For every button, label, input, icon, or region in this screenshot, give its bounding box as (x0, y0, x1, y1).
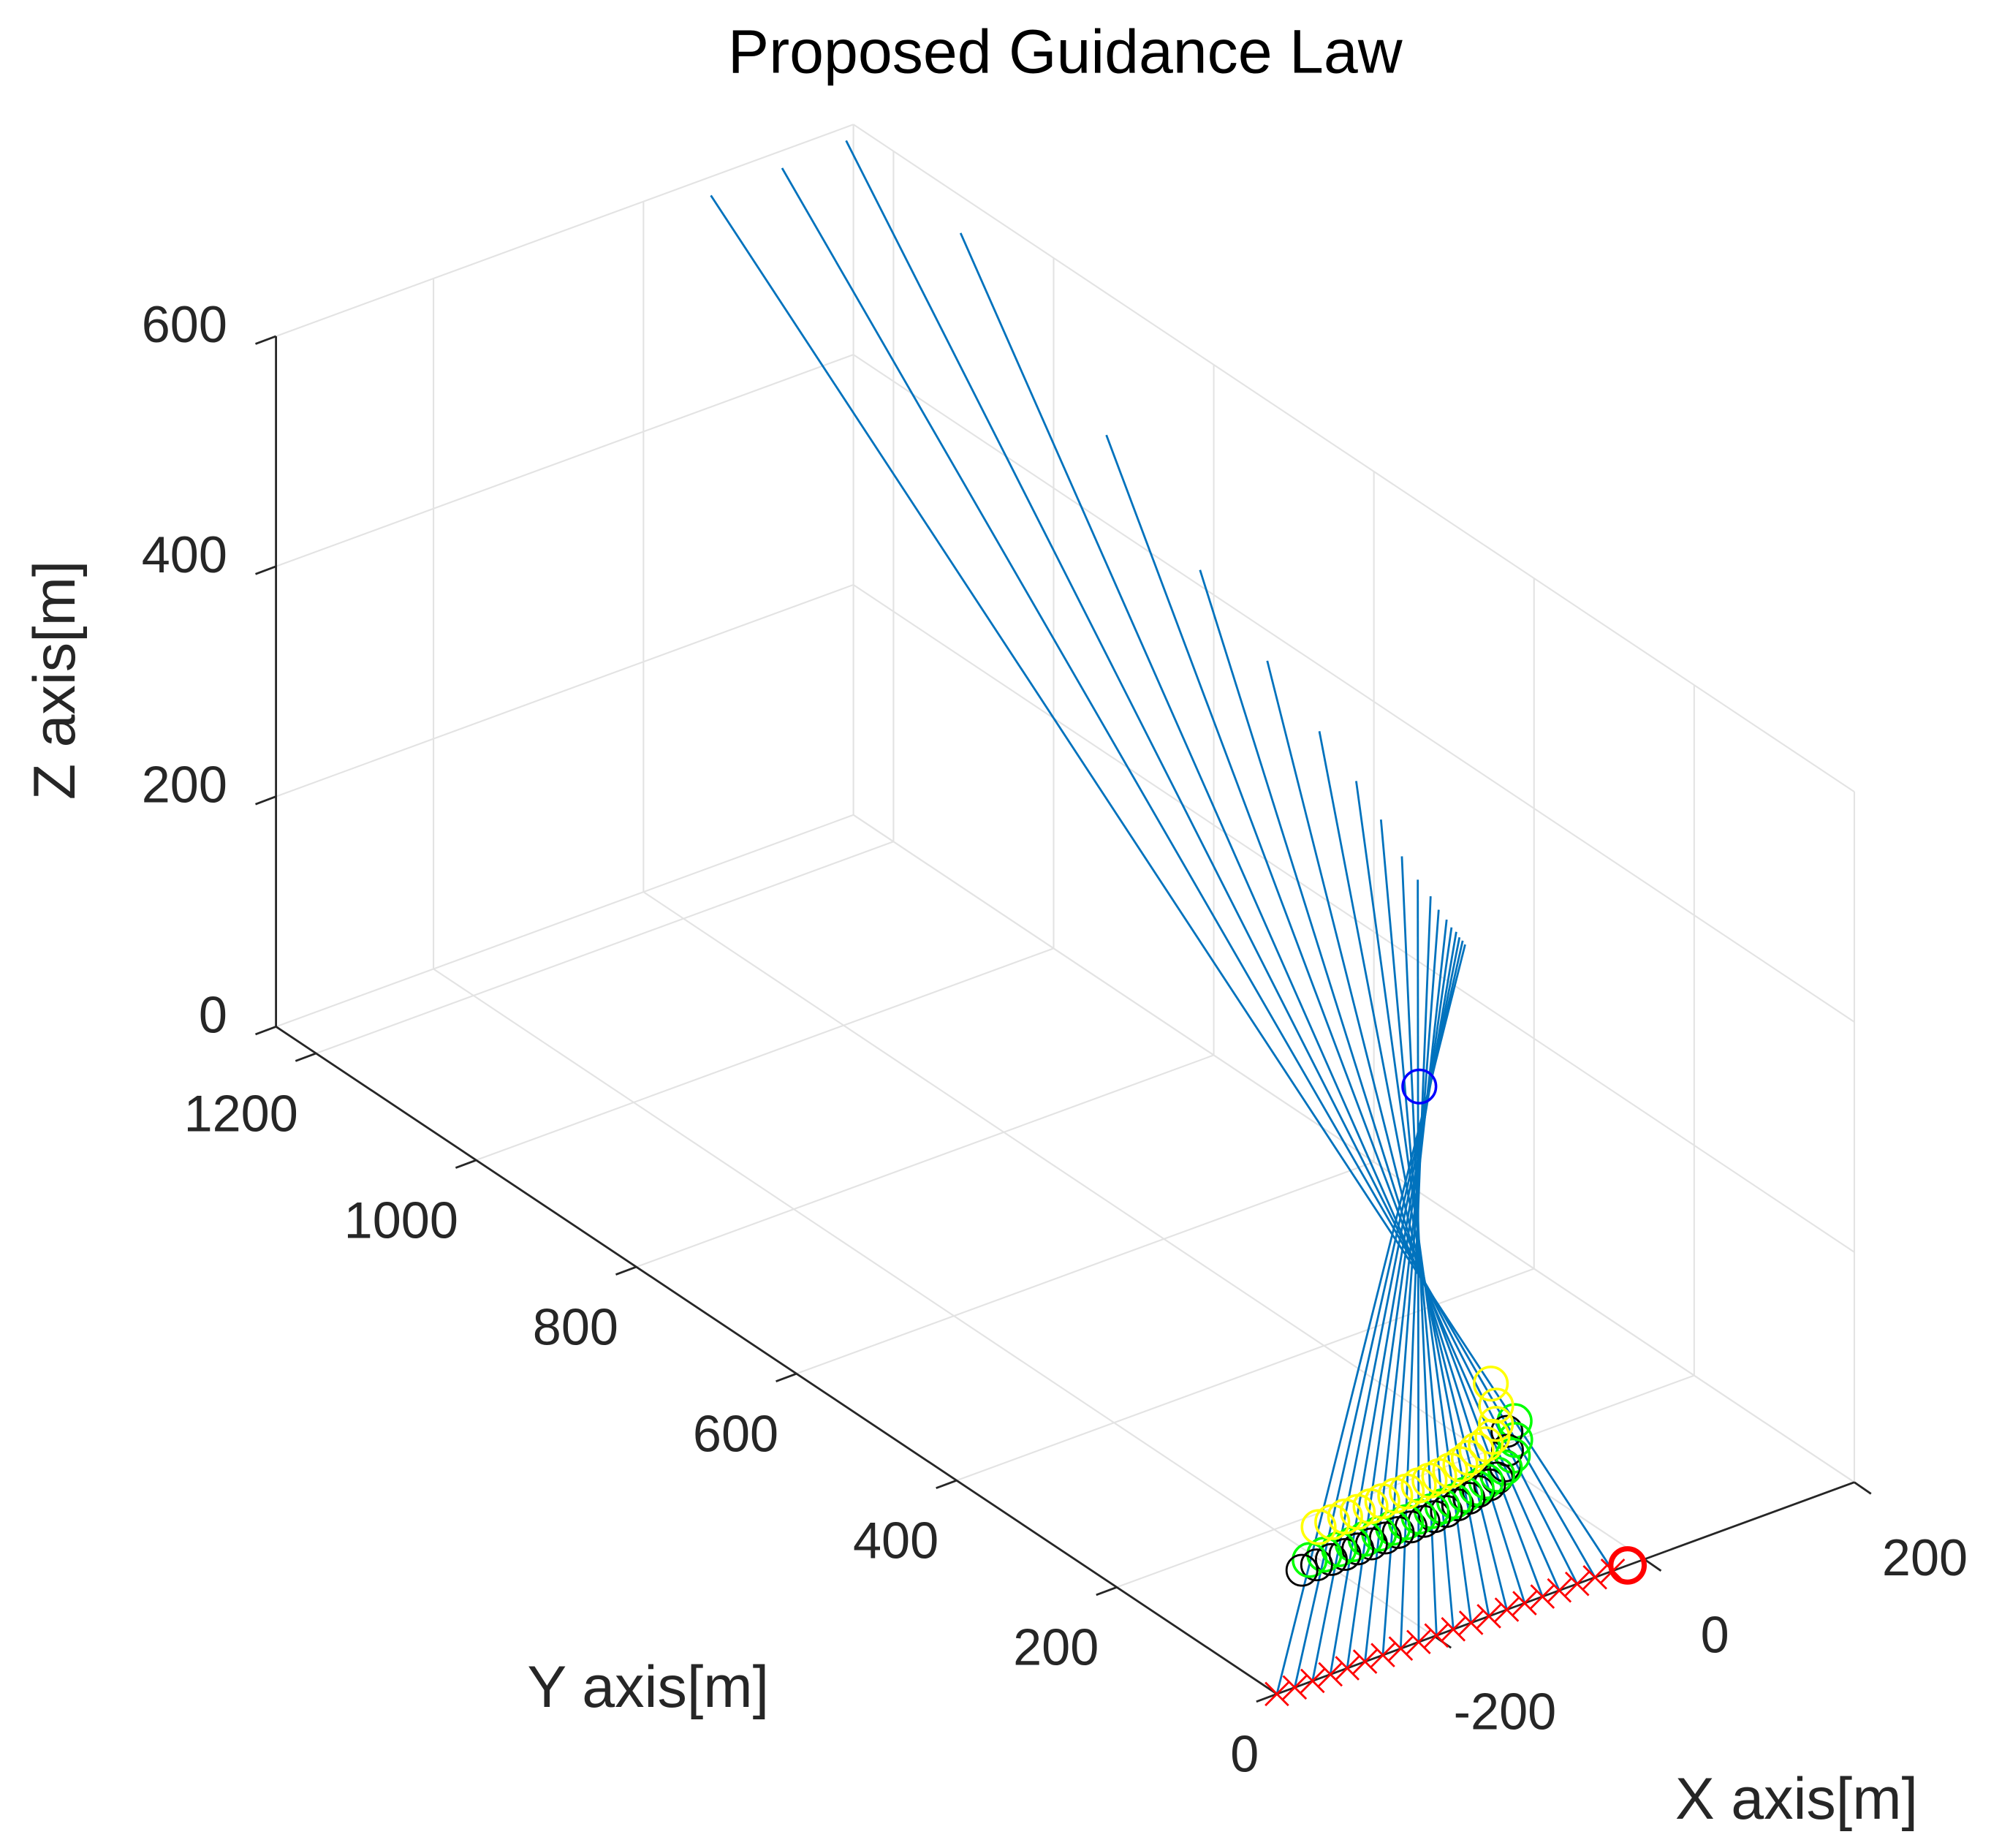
end-marker (1564, 1571, 1590, 1597)
grid-line (636, 1054, 1214, 1268)
z-tick (255, 1026, 277, 1036)
point-marker (1450, 1439, 1487, 1476)
grid-line (316, 841, 894, 1054)
end-marker (1530, 1584, 1555, 1609)
x-tick-label: 200 (1882, 1529, 1968, 1586)
y-tick (1256, 1693, 1278, 1703)
end-marker (1547, 1578, 1572, 1603)
chart-title: Proposed Guidance Law (728, 18, 1403, 86)
y-tick (615, 1265, 637, 1276)
y-tick-label: 800 (533, 1298, 618, 1355)
trajectory (1318, 731, 1490, 1617)
end-marker (1424, 1623, 1449, 1648)
x-tick (1643, 1558, 1662, 1572)
grid-line (853, 124, 1855, 793)
x-axis-label: X axis[m] (1675, 1766, 1918, 1832)
z-tick-label: 0 (199, 985, 227, 1043)
end-marker (1318, 1662, 1343, 1687)
end-marker (1300, 1668, 1325, 1694)
y-tick (295, 1052, 316, 1062)
grid-line (853, 354, 1855, 1023)
end-marker (1441, 1617, 1466, 1642)
trajectory (710, 194, 1614, 1572)
grid-line (276, 354, 854, 567)
grid-line (642, 891, 1645, 1560)
y-tick-label: 1200 (184, 1084, 298, 1142)
end-marker (1388, 1636, 1414, 1661)
y-axis-label: Y axis[m] (527, 1654, 769, 1720)
end-marker (1512, 1591, 1537, 1616)
grid (276, 124, 1855, 1695)
y-tick-label: 0 (1230, 1725, 1259, 1783)
y-tick (936, 1479, 958, 1490)
point-marker (1328, 1537, 1362, 1571)
end-marker (1370, 1643, 1395, 1667)
point-marker (1314, 1542, 1348, 1576)
x-tick-label: 0 (1701, 1605, 1729, 1663)
y-tick (455, 1159, 477, 1169)
end-marker (1264, 1681, 1289, 1707)
end-marker (1476, 1604, 1501, 1629)
trajectory (845, 140, 1578, 1585)
trajectory (1399, 896, 1432, 1649)
z-tick-label: 600 (142, 295, 227, 353)
grid-line (476, 947, 1054, 1162)
end-marker (1335, 1656, 1360, 1681)
y-tick-label: 1000 (344, 1191, 458, 1249)
point-marker (1292, 1542, 1328, 1578)
y-tick-label: 200 (1013, 1618, 1099, 1676)
point-marker (1473, 1366, 1509, 1402)
y-axis-line (275, 1026, 1278, 1695)
end-marker (1600, 1559, 1626, 1583)
trajectory (781, 167, 1596, 1578)
point-marker (1300, 1509, 1337, 1545)
grid-line (853, 814, 1855, 1483)
y-tick (776, 1372, 797, 1382)
z-axis-label: Z axis[m] (22, 561, 88, 800)
point-marker (1478, 1387, 1514, 1424)
z-tick (255, 335, 277, 345)
grid-line (276, 814, 854, 1028)
point-marker (1285, 1553, 1319, 1587)
grid-line (276, 124, 854, 337)
end-marker (1352, 1649, 1378, 1674)
trajectory (1417, 879, 1420, 1643)
trajectory (1346, 927, 1453, 1669)
x-tick-label: -200 (1454, 1683, 1557, 1741)
trajectory (959, 232, 1561, 1591)
point-marker (1441, 1488, 1474, 1522)
end-marker (1494, 1597, 1520, 1622)
end-marker (1282, 1675, 1308, 1700)
trajectory (1105, 434, 1544, 1597)
grid-line (796, 1161, 1375, 1375)
x-tick (1854, 1481, 1872, 1495)
point-marker (1478, 1406, 1514, 1442)
x-axis-line (1276, 1481, 1855, 1695)
grid-line (853, 584, 1855, 1253)
z-tick-label: 400 (142, 526, 227, 583)
trajectory (1275, 944, 1466, 1694)
point-marker (1442, 1446, 1479, 1482)
point-marker (1608, 1546, 1648, 1585)
end-marker (1406, 1629, 1431, 1655)
axes: 0 200 400 600 0 200 400 600 800 1000 1200 -200 0 200 (142, 295, 1968, 1783)
z-tick-label: 200 (142, 756, 227, 814)
z-tick (255, 795, 277, 806)
y-tick (1096, 1586, 1118, 1597)
end-marker (1582, 1564, 1607, 1590)
end-marker (1458, 1610, 1484, 1635)
point-marker (1401, 1068, 1438, 1105)
trajectory (1266, 660, 1508, 1610)
point-marker (1300, 1548, 1333, 1582)
trajectory (1199, 569, 1526, 1604)
plot-area (710, 140, 1648, 1707)
y-tick-label: 600 (693, 1404, 778, 1462)
z-tick (255, 565, 277, 575)
grid-line (276, 583, 854, 798)
y-tick-label: 400 (853, 1512, 939, 1569)
grid-line (433, 968, 1435, 1637)
